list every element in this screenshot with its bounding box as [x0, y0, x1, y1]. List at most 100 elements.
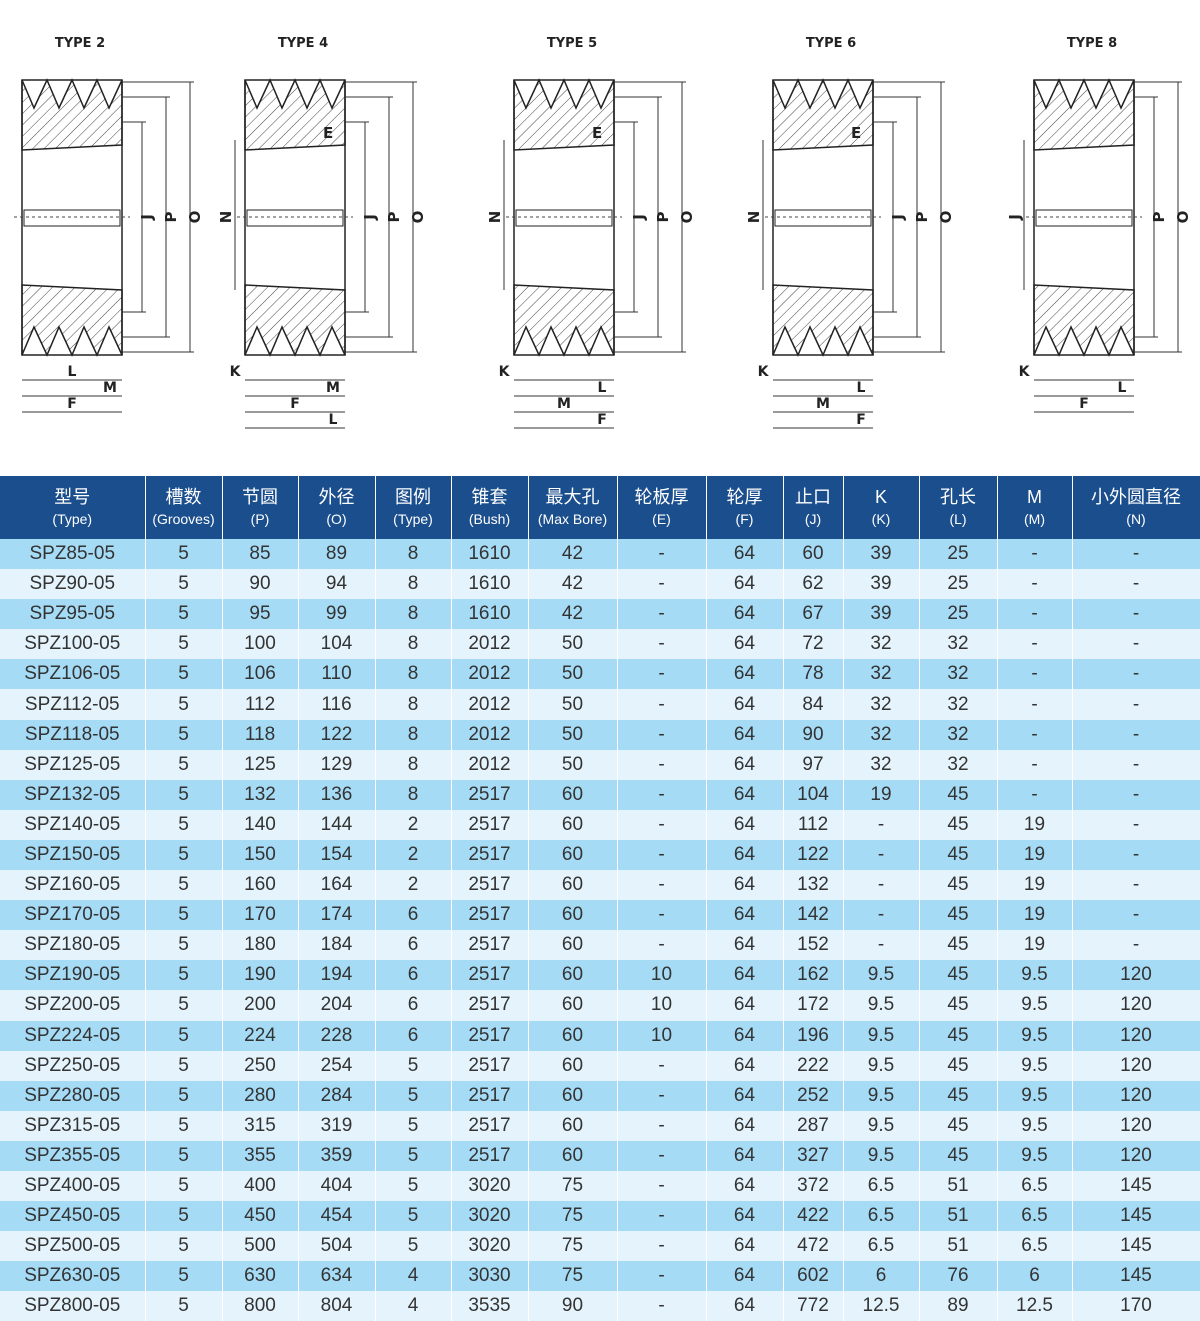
table-cell: -: [997, 659, 1073, 690]
table-cell: 404: [298, 1170, 376, 1202]
table-cell: SPZ250-05: [0, 1050, 146, 1081]
header-cn: 轮厚: [726, 486, 763, 507]
table-cell: SPZ630-05: [0, 1261, 146, 1292]
table-cell: 5: [145, 689, 223, 720]
table-cell: -: [617, 779, 707, 810]
dimension-label: M: [103, 380, 117, 396]
table-cell: 2517: [451, 1080, 529, 1111]
table-cell: 772: [783, 1291, 844, 1321]
dimension-label: L: [329, 412, 338, 428]
dimension-label: O: [937, 211, 955, 224]
table-row: SPZ280-05 5 280 284 5 2517 60-64 252 9.5 45 9.5 120: [0, 1080, 1200, 1111]
table-cell: 45: [919, 1050, 998, 1081]
table-cell: 32: [919, 689, 998, 720]
table-cell: SPZ190-05: [0, 960, 146, 991]
dimension-label: K: [758, 364, 770, 380]
table-cell: -: [843, 809, 920, 840]
table-cell: 280: [222, 1080, 299, 1111]
table-cell: 120: [1072, 990, 1200, 1021]
table-cell: 19: [997, 870, 1073, 901]
table-cell: SPZ280-05: [0, 1080, 146, 1111]
table-cell: 32: [843, 629, 920, 660]
table-cell: 6.5: [997, 1170, 1073, 1202]
header-cn: 孔长: [940, 486, 976, 507]
header-en: (Grooves): [152, 510, 215, 527]
table-cell: 75: [528, 1170, 618, 1202]
column-header: 外径 (O): [298, 476, 376, 539]
table-cell: 64: [706, 1110, 784, 1141]
header-cn: 止口: [795, 486, 831, 507]
table-cell: -: [617, 1110, 707, 1141]
table-cell: 3020: [451, 1201, 529, 1232]
table-cell: 112: [783, 809, 844, 840]
table-cell: -: [1072, 749, 1200, 780]
table-cell: 284: [298, 1080, 376, 1111]
table-cell: SPZ160-05: [0, 870, 146, 901]
table-cell: 5: [145, 569, 223, 600]
dimension-label: J: [630, 214, 648, 221]
dimension-label: F: [290, 396, 300, 412]
table-cell: 62: [783, 569, 844, 600]
table-cell: 10: [617, 960, 707, 991]
table-cell: 144: [298, 809, 376, 840]
table-cell: 6: [375, 930, 452, 961]
table-cell: SPZ95-05: [0, 599, 146, 630]
table-cell: SPZ450-05: [0, 1201, 146, 1232]
table-cell: -: [617, 1291, 707, 1321]
table-cell: 120: [1072, 1050, 1200, 1081]
table-cell: 75: [528, 1201, 618, 1232]
dimension-label: L: [1118, 380, 1127, 396]
table-cell: 9.5: [997, 1140, 1073, 1171]
table-cell: -: [997, 689, 1073, 720]
table-cell: -: [617, 1231, 707, 1262]
column-header: 型号 (Type): [0, 476, 146, 539]
table-cell: 99: [298, 599, 376, 630]
header-cn: 最大孔: [545, 486, 600, 507]
table-cell: -: [617, 659, 707, 690]
dimension-label: P: [162, 212, 180, 223]
table-cell: -: [997, 599, 1073, 630]
table-cell: 2517: [451, 809, 529, 840]
table-cell: 64: [706, 659, 784, 690]
pulley-drawings: J P O L M F J P O N E K M F L J P O N E K …: [0, 0, 1200, 470]
table-cell: 32: [919, 719, 998, 750]
table-cell: 5: [145, 779, 223, 810]
table-cell: 10: [617, 1020, 707, 1051]
table-cell: 85: [222, 539, 299, 570]
pulley-spec-table: 型号 (Type) 槽数 (Grooves) 节圆 (P) 外径 (O) 图例 (Type) 锥套 (…: [0, 476, 1200, 1321]
table-cell: 60: [528, 1080, 618, 1111]
table-cell: 9.5: [997, 1080, 1073, 1111]
table-cell: 45: [919, 990, 998, 1021]
table-row: SPZ500-05 5 500 504 5 3020 75-64 472 6.5 51 6.5 145: [0, 1231, 1200, 1262]
table-cell: 6: [375, 1020, 452, 1051]
table-cell: -: [1072, 930, 1200, 961]
table-cell: 2517: [451, 960, 529, 991]
table-cell: 9.5: [997, 960, 1073, 991]
table-cell: 804: [298, 1291, 376, 1321]
dimension-label: M: [816, 396, 830, 412]
table-cell: 42: [528, 599, 618, 630]
table-cell: 5: [375, 1170, 452, 1202]
table-cell: 5: [145, 1050, 223, 1081]
table-cell: 2012: [451, 629, 529, 660]
table-cell: 60: [528, 930, 618, 961]
table-cell: 25: [919, 569, 998, 600]
table-cell: -: [617, 689, 707, 720]
header-cn: 锥套: [471, 486, 508, 507]
table-cell: 64: [706, 1201, 784, 1232]
table-cell: 472: [783, 1231, 844, 1262]
table-cell: SPZ150-05: [0, 839, 146, 871]
table-row: SPZ200-05 5 200 204 6 2517 60 10 64 172 9.5 45 9.5 12…: [0, 990, 1200, 1021]
dimension-label: L: [857, 380, 866, 396]
table-cell: 64: [706, 960, 784, 991]
table-row: SPZ450-05 5 450 454 5 3020 75-64 422 6.5 51 6.5 145: [0, 1201, 1200, 1232]
table-cell: 42: [528, 569, 618, 600]
table-cell: 228: [298, 1020, 376, 1051]
table-cell: 136: [298, 779, 376, 810]
table-cell: 25: [919, 539, 998, 570]
table-cell: 64: [706, 689, 784, 720]
table-cell: 3020: [451, 1231, 529, 1262]
table-cell: 9.5: [843, 960, 920, 991]
column-header: 轮厚 (F): [706, 476, 784, 539]
dimension-label: P: [385, 212, 403, 223]
